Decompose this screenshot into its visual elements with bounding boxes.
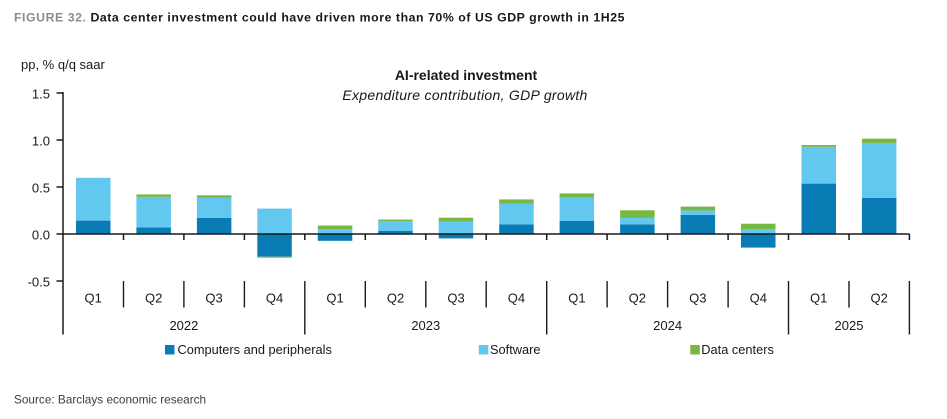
- svg-text:0.0: 0.0: [32, 228, 50, 243]
- svg-text:2025: 2025: [835, 318, 864, 333]
- svg-text:1.0: 1.0: [32, 134, 50, 149]
- svg-text:Computers and peripherals: Computers and peripherals: [178, 342, 332, 357]
- svg-text:2024: 2024: [653, 318, 682, 333]
- svg-text:Q4: Q4: [750, 291, 767, 306]
- svg-text:AI-related investment: AI-related investment: [395, 67, 538, 83]
- svg-text:Q3: Q3: [689, 291, 706, 306]
- svg-text:Q1: Q1: [810, 291, 827, 306]
- svg-text:Data centers: Data centers: [701, 342, 774, 357]
- svg-text:0.5: 0.5: [32, 181, 50, 196]
- svg-text:Q3: Q3: [205, 291, 222, 306]
- svg-text:Q2: Q2: [629, 291, 646, 306]
- svg-text:Q4: Q4: [508, 291, 525, 306]
- svg-text:2023: 2023: [411, 318, 440, 333]
- svg-text:FIGURE 32. Data center investm: FIGURE 32. Data center investment could …: [14, 11, 625, 25]
- svg-text:-0.5: -0.5: [28, 275, 50, 290]
- svg-text:Q2: Q2: [871, 291, 888, 306]
- svg-text:Software: Software: [490, 342, 541, 357]
- svg-text:Q1: Q1: [568, 291, 585, 306]
- svg-text:Q1: Q1: [85, 291, 102, 306]
- svg-text:Q1: Q1: [326, 291, 343, 306]
- svg-text:1.5: 1.5: [32, 87, 50, 102]
- svg-text:Q3: Q3: [447, 291, 464, 306]
- svg-text:Expenditure contribution, GDP: Expenditure contribution, GDP growth: [342, 87, 587, 103]
- svg-text:Q4: Q4: [266, 291, 283, 306]
- svg-text:pp, % q/q saar: pp, % q/q saar: [21, 57, 105, 72]
- svg-text:Q2: Q2: [145, 291, 162, 306]
- svg-text:Source: Barclays economic rese: Source: Barclays economic research: [14, 393, 206, 407]
- svg-text:Q2: Q2: [387, 291, 404, 306]
- svg-text:2022: 2022: [169, 318, 198, 333]
